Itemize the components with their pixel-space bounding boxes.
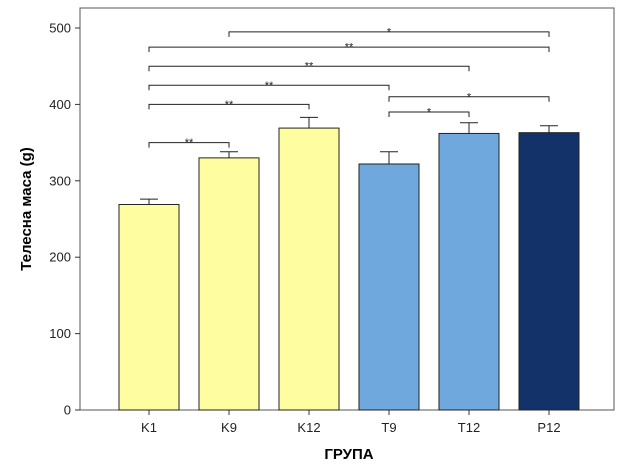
- y-tick-label: 300: [49, 173, 71, 188]
- bar-k12: [278, 127, 340, 411]
- x-tick-label-t9: T9: [381, 420, 396, 435]
- bar-t12: [438, 132, 500, 411]
- y-axis: 0 100 200 300 400 500: [49, 21, 80, 418]
- x-tick-label-k9: K9: [221, 420, 237, 435]
- bar-t9: [358, 163, 420, 411]
- significance-label: **: [185, 137, 194, 149]
- significance-bracket: [148, 84, 390, 91]
- x-tick-label-k1: K1: [141, 420, 157, 435]
- significance-label: *: [427, 107, 432, 119]
- bars-layer: [118, 127, 580, 411]
- bar-k9: [198, 157, 260, 411]
- y-tick-label: 100: [49, 326, 71, 341]
- x-tick-label-t12: T12: [458, 420, 480, 435]
- y-tick-label: 0: [64, 403, 71, 418]
- significance-label: **: [305, 61, 314, 73]
- error-bars-layer: [140, 116, 558, 205]
- significance-label: **: [265, 80, 274, 92]
- significance-label: **: [345, 42, 354, 54]
- x-axis: K1 K9 K12 T9 T12 P12: [141, 410, 561, 435]
- y-tick-label: 400: [49, 97, 71, 112]
- significance-label: **: [225, 99, 234, 111]
- bar-k1: [118, 203, 180, 411]
- significance-bracket: [148, 65, 470, 72]
- x-axis-title: ГРУПА: [324, 446, 373, 463]
- y-axis-title: Телесна маса (g): [18, 147, 35, 271]
- significance-bracket: [388, 111, 470, 118]
- significance-bracket: [148, 142, 230, 148]
- significance-bracket: [148, 103, 310, 110]
- y-tick-label: 200: [49, 250, 71, 265]
- significance-label: *: [467, 91, 472, 103]
- significance-bracket: [228, 31, 550, 37]
- significance-bracket: [148, 46, 550, 53]
- bar-p12: [518, 132, 580, 411]
- significance-label: *: [387, 26, 392, 38]
- x-tick-label-p12: P12: [537, 420, 560, 435]
- significance-layer: *************: [148, 26, 550, 149]
- y-tick-label: 500: [49, 21, 71, 36]
- significance-bracket: [388, 96, 550, 102]
- x-tick-label-k12: K12: [297, 420, 320, 435]
